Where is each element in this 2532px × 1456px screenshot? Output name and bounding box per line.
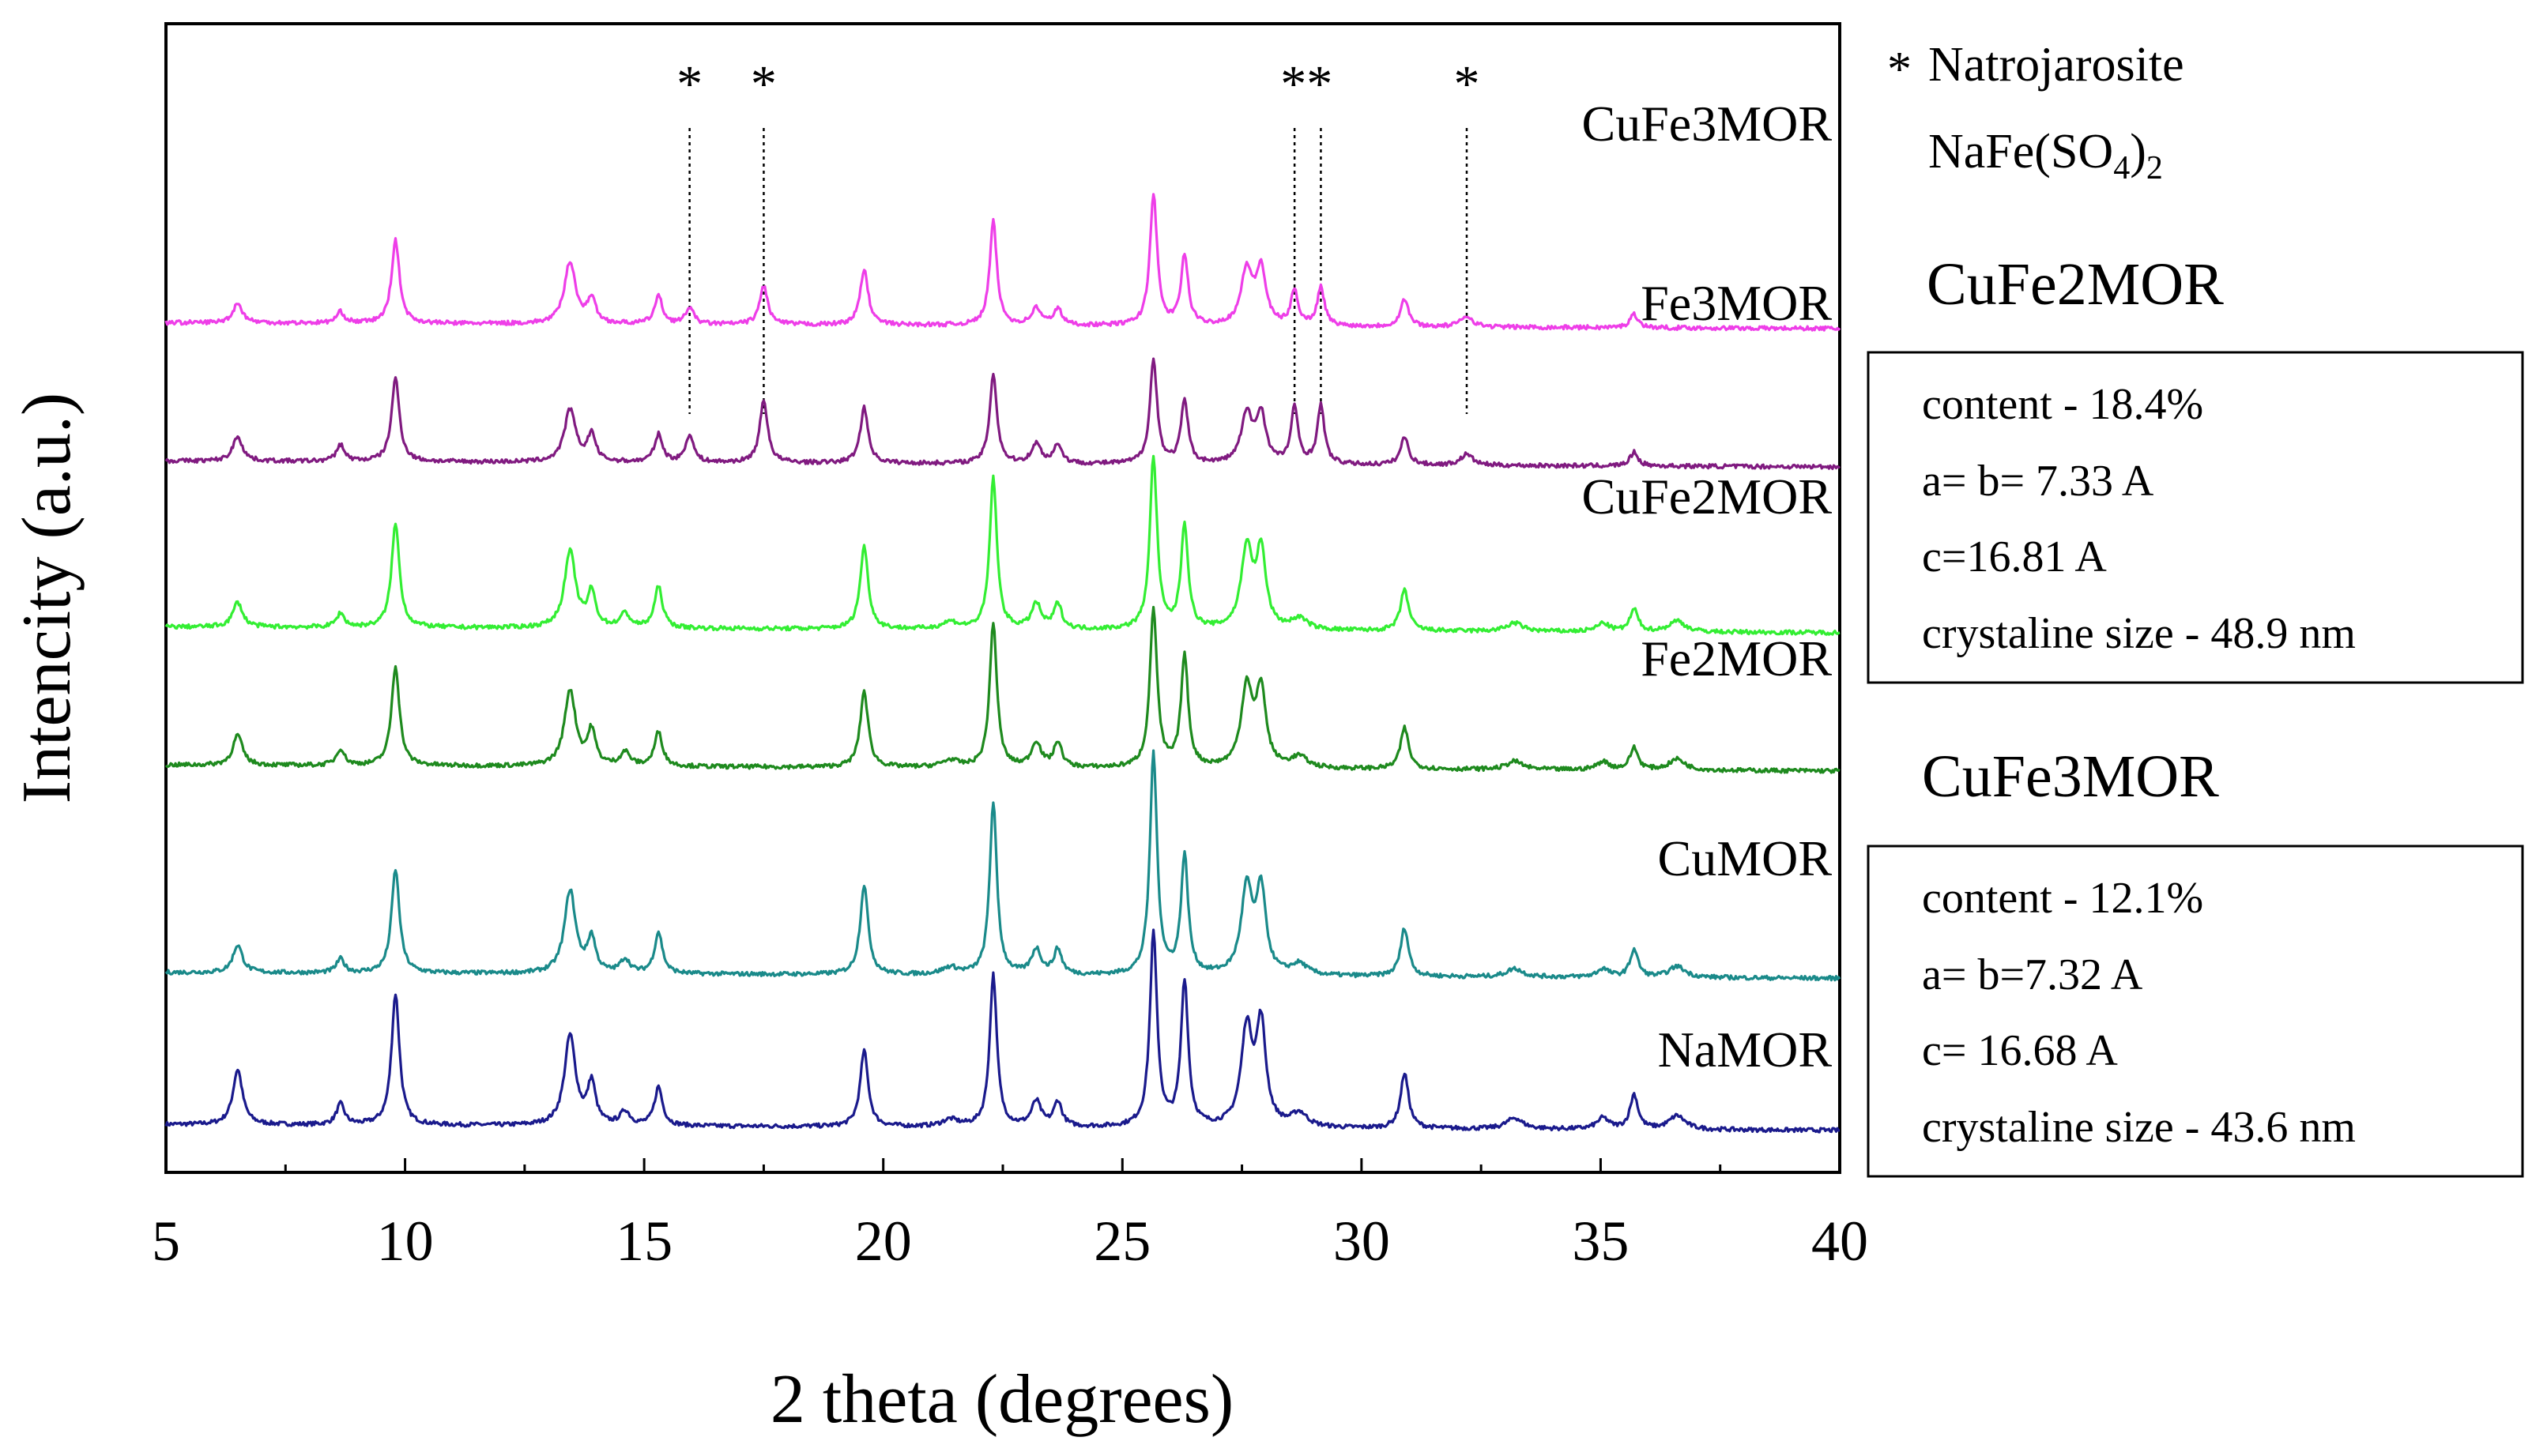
legend-mineral-name: Natrojarosite (1928, 38, 2184, 92)
info-ab: a= b= 7.33 A (1922, 457, 2154, 506)
x-tick-label: 25 (1094, 1210, 1151, 1273)
formula-sub-4: 4 (2113, 150, 2130, 186)
natrojarosite-legend: * Natrojarosite NaFe(SO4)2 (1887, 38, 2184, 186)
info-box-cufe3mor: CuFe3MOR content - 12.1% a= b=7.32 A c= … (1867, 743, 2524, 1178)
x-tick-label: 30 (1333, 1210, 1390, 1273)
info-crystal-size: crystaline size - 48.9 nm (1922, 609, 2356, 658)
series-line-cufe3mor (164, 193, 1841, 332)
series-line-cumor (164, 749, 1841, 982)
x-tick-label: 35 (1572, 1210, 1629, 1273)
series-label-namor: NaMOR (1658, 1021, 1833, 1078)
info-ab: a= b=7.32 A (1922, 950, 2143, 999)
legend-star-icon: * (1887, 43, 1912, 96)
y-axis-label: Intencity (a.u.) (9, 393, 85, 803)
series-line-namor (164, 928, 1841, 1134)
series-label-cufe3mor: CuFe3MOR (1582, 96, 1833, 152)
info-crystal-size: crystaline size - 43.6 nm (1922, 1103, 2356, 1152)
x-tick-label: 40 (1811, 1210, 1868, 1273)
series-label-cufe2mor: CuFe2MOR (1582, 468, 1833, 525)
info-box-frame (1867, 845, 2524, 1178)
series-labels: NaMOR CuMOR Fe2MOR CuFe2MOR Fe3MOR CuFe3MOR (1582, 96, 1833, 1078)
series-line-cufe2mor (164, 454, 1841, 636)
series-line-fe2mor (164, 605, 1841, 774)
series-label-cumor: CuMOR (1658, 830, 1833, 886)
series-label-fe2mor: Fe2MOR (1641, 630, 1832, 687)
x-tick-label: 5 (152, 1210, 180, 1273)
info-box-cufe2mor: CuFe2MOR content - 18.4% a= b= 7.33 A c=… (1867, 251, 2524, 684)
formula-prefix: NaFe(SO (1928, 125, 2113, 179)
annotation-layer: * * ** * (676, 55, 1479, 113)
x-axis-label: 2 theta (degrees) (771, 1361, 1234, 1438)
info-content: content - 18.4% (1922, 380, 2203, 429)
formula-sub-2: 2 (2146, 150, 2163, 186)
natrojarosite-marker-lines (688, 128, 1468, 414)
info-box-title: CuFe2MOR (1927, 251, 2224, 318)
peak-asterisk: * (1453, 55, 1479, 113)
info-content: content - 12.1% (1922, 874, 2203, 923)
peak-asterisk: ** (1280, 55, 1332, 113)
x-axis: 5 10 15 20 25 30 35 40 (152, 1158, 1868, 1273)
x-tick-label: 10 (377, 1210, 434, 1273)
x-tick-label: 15 (616, 1210, 673, 1273)
info-c: c=16.81 A (1922, 532, 2107, 581)
series-layer (164, 193, 1841, 1134)
peak-asterisk: * (751, 55, 777, 113)
legend-formula: NaFe(SO4)2 (1928, 125, 2163, 186)
formula-close: ) (2130, 125, 2146, 179)
info-box-title: CuFe3MOR (1922, 743, 2219, 810)
info-c: c= 16.68 A (1922, 1026, 2118, 1075)
series-line-fe3mor (164, 357, 1841, 470)
x-tick-label: 20 (855, 1210, 912, 1273)
peak-asterisk: * (676, 55, 703, 113)
series-label-fe3mor: Fe3MOR (1641, 275, 1832, 331)
info-box-frame (1867, 351, 2524, 684)
